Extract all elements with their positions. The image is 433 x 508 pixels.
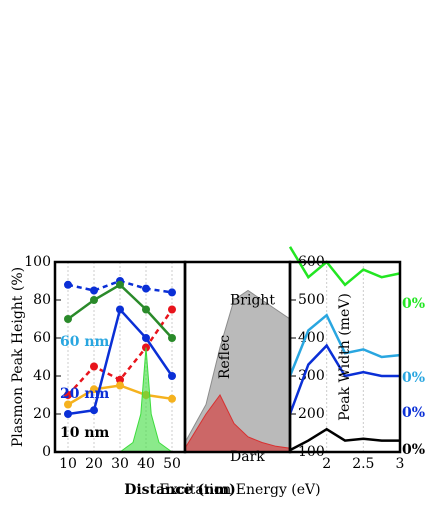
marker (168, 305, 176, 314)
marker (64, 315, 72, 323)
y-axis-label: Reflec (217, 335, 233, 379)
line (289, 427, 400, 452)
annotation: 20 nm (60, 386, 110, 402)
marker (90, 406, 98, 415)
marker (64, 400, 72, 409)
x-tick-label: 40 (137, 456, 155, 472)
annotation: 0% (402, 296, 425, 312)
marker (116, 305, 124, 314)
y-tick-label: 100 (24, 254, 51, 270)
marker (168, 334, 176, 342)
x-tick-label: 20 (85, 456, 103, 472)
x-tick-label: 2.5 (352, 456, 374, 472)
x-tick-label: 3 (396, 456, 405, 472)
y-tick-label: 60 (33, 330, 51, 346)
y-axis-label: Peak Width (meV) (337, 293, 353, 421)
x-tick-label: 30 (111, 456, 129, 472)
x-axis-label: Excitation Energy (eV) (159, 482, 320, 498)
marker (168, 288, 176, 297)
y-tick-label: 500 (298, 292, 325, 308)
marker (90, 385, 98, 394)
marker (142, 305, 150, 314)
marker (116, 280, 124, 289)
marker (90, 362, 98, 371)
line (288, 246, 401, 287)
annotation: 0% (402, 442, 425, 458)
y-tick-label: 20 (33, 406, 51, 422)
x-tick-label: 50 (163, 456, 181, 472)
marker (90, 286, 98, 295)
marker (168, 372, 176, 380)
y-tick-label: 40 (33, 368, 51, 384)
annotation: 60 nm (60, 334, 110, 350)
y-tick-label: 0 (42, 444, 51, 460)
annotation: 10 nm (60, 425, 110, 441)
marker (64, 391, 72, 399)
annotation: 0% (402, 370, 425, 386)
y-tick-label: 200 (298, 406, 325, 422)
marker (64, 410, 72, 418)
marker (116, 375, 124, 384)
marker (142, 284, 150, 293)
marker (64, 280, 72, 289)
x-axis-label: Distance (nm) (124, 482, 236, 498)
marker (168, 394, 176, 403)
series-label: Bright (230, 293, 275, 309)
line (288, 343, 400, 415)
area (118, 347, 174, 453)
line (288, 313, 401, 377)
marker (90, 296, 98, 304)
marker (116, 381, 124, 390)
y-axis-label: Plasmon Peak Height (%) (10, 267, 26, 447)
marker (142, 334, 150, 342)
y-tick-label: 80 (33, 292, 51, 308)
x-tick-label: 2 (322, 456, 331, 472)
annotation: 0% (402, 405, 425, 421)
plot-frame (288, 260, 402, 454)
x-tick-label: 10 (59, 456, 77, 472)
